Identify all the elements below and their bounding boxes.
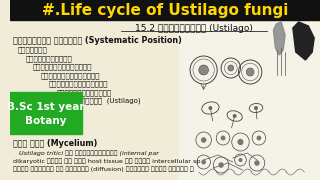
Text: अस्टीलेबिनेठी: अस्टीलेबिनेठी <box>56 89 111 96</box>
Text: बेसिडिओमाइकोटा: बेसिडिओमाइकोटा <box>33 64 92 70</box>
Circle shape <box>221 136 225 140</box>
Text: तील्योगाइसीटीज: तील्योगाइसीटीज <box>41 72 100 79</box>
Bar <box>10 0 320 20</box>
Text: भूमाइकोरिना: भूमाइकोरिना <box>25 55 72 62</box>
Circle shape <box>237 139 244 145</box>
Text: अस्टीलेबिनेल्स: अस्टीलेबिनेल्स <box>48 81 108 87</box>
Text: 15.2 अस्टीलेगो (Ustilago): 15.2 अस्टीलेगो (Ustilago) <box>135 24 253 33</box>
Text: #.Life cycle of Ustilago fungi: #.Life cycle of Ustilago fungi <box>42 3 288 17</box>
Bar <box>180 22 320 180</box>
Text: dikaryotic होता है तथा host tissue के मध्य intercellular sp: dikaryotic होता है तथा host tissue के मध… <box>12 158 200 164</box>
Circle shape <box>233 114 236 118</box>
Circle shape <box>201 137 206 143</box>
Text: भोजन कोषाओं से परासरण (diffusion) द्वारा भोजन शोषित क: भोजन कोषाओं से परासरण (diffusion) द्वारा… <box>12 166 193 172</box>
Polygon shape <box>293 22 314 60</box>
Circle shape <box>257 136 261 140</box>
Text: Botany: Botany <box>25 116 67 126</box>
Circle shape <box>201 159 206 165</box>
Circle shape <box>246 68 254 76</box>
Text: माइकोटा: माइकोटा <box>18 47 47 53</box>
Text: B.Sc 1st year: B.Sc 1st year <box>7 102 85 112</box>
Text: वर्गीकृत स्थिति (Systematic Position): वर्गीकृत स्थिति (Systematic Position) <box>12 35 181 44</box>
Polygon shape <box>274 22 285 55</box>
Circle shape <box>254 160 260 166</box>
Circle shape <box>199 65 209 75</box>
Bar <box>10 92 83 134</box>
Circle shape <box>218 162 224 168</box>
Text: अस्टीलेगो  (Ustilago): अस्टीलेगो (Ustilago) <box>64 98 140 104</box>
Text: Ustilago tritici एक अन्तःपरजीवी (internal par: Ustilago tritici एक अन्तःपरजीवी (interna… <box>12 150 158 156</box>
Circle shape <box>228 65 234 71</box>
Circle shape <box>209 106 212 110</box>
Text: कवक जाल (Mycelium): कवक जाल (Mycelium) <box>12 138 97 147</box>
Circle shape <box>254 106 258 110</box>
Circle shape <box>238 158 243 162</box>
